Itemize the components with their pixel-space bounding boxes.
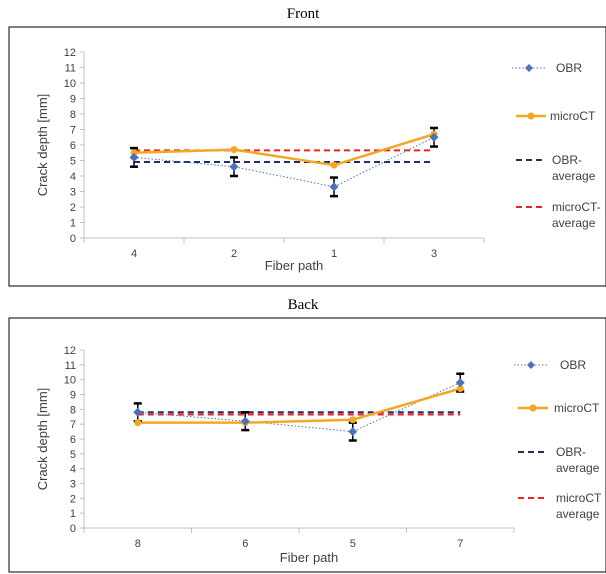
y-tick-label: 12 <box>64 345 76 357</box>
legend-label-microct-average-line2: average <box>552 216 596 230</box>
chart-frame <box>8 317 606 573</box>
series-line-microct <box>133 132 435 167</box>
obr-point <box>455 378 465 388</box>
y-axis-label: Crack depth [mm] <box>35 94 50 197</box>
y-tick-label: 10 <box>64 78 76 90</box>
y-tick-label: 0 <box>70 523 76 535</box>
x-tick-label: 1 <box>331 248 337 260</box>
y-tick-label: 8 <box>70 404 76 416</box>
microct-point <box>456 385 464 393</box>
series-line-microct <box>137 387 461 424</box>
y-tick-label: 4 <box>70 464 76 476</box>
legend-marker-microct <box>529 404 537 412</box>
y-tick-label: 3 <box>70 479 76 491</box>
y-tick-label: 1 <box>70 508 76 520</box>
y-tick-label: 9 <box>70 390 76 402</box>
legend-label-obr-average: OBR- <box>556 445 586 459</box>
legend-label-microct: microCT <box>554 401 600 415</box>
y-tick-label: 5 <box>70 156 76 168</box>
microct-point <box>130 149 138 157</box>
y-tick-label: 6 <box>70 140 76 152</box>
legend: OBR microCT OBR-average microCT-average <box>512 61 601 230</box>
obr-point <box>129 152 139 162</box>
y-tick-label: 7 <box>70 419 76 431</box>
obr-point <box>240 416 250 426</box>
y-tick-label: 9 <box>70 94 76 106</box>
x-tick-label: 4 <box>131 248 137 260</box>
legend-label-microct-average: microCT <box>556 491 602 505</box>
y-tick-label: 1 <box>70 218 76 230</box>
x-tick-label: 2 <box>231 248 237 260</box>
legend-label-obr-average-line2: average <box>556 461 600 475</box>
y-tick-label: 10 <box>64 375 76 387</box>
legend-label-microct-average: microCT- <box>552 200 601 214</box>
legend-label-microct-average-line2: average <box>556 507 600 521</box>
y-tick-label: 11 <box>65 360 76 372</box>
x-tick-label: 5 <box>350 538 356 550</box>
x-tick-label: 3 <box>431 248 437 260</box>
microct-point <box>134 419 142 427</box>
legend-label-microct: microCT <box>550 109 596 123</box>
obr-point <box>229 162 239 172</box>
y-tick-label: 6 <box>70 434 76 446</box>
chart-title: Back <box>288 297 319 313</box>
x-axis-label: Fiber path <box>280 550 339 565</box>
series-line-obr <box>133 136 435 188</box>
y-tick-label: 0 <box>70 233 76 245</box>
chart-frame <box>8 26 606 287</box>
legend-marker-microct <box>527 112 535 120</box>
y-tick-label: 8 <box>70 109 76 121</box>
microct-point <box>349 416 357 424</box>
chart-title: Front <box>287 6 320 22</box>
y-tick-label: 2 <box>70 493 76 505</box>
microct-point <box>330 161 338 169</box>
y-tick-label: 5 <box>70 449 76 461</box>
obr-point <box>429 132 439 142</box>
obr-point <box>133 407 143 417</box>
x-axis-label: Fiber path <box>265 258 324 273</box>
y-tick-label: 11 <box>65 63 76 75</box>
legend-label-obr-average: OBR- <box>552 153 582 167</box>
legend-label-obr: OBR <box>560 358 586 372</box>
y-axis-label: Crack depth [mm] <box>35 388 50 491</box>
legend-marker-obr <box>525 64 533 72</box>
x-tick-label: 7 <box>457 538 463 550</box>
y-tick-label: 7 <box>70 125 76 137</box>
legend-marker-obr <box>527 361 535 369</box>
legend-label-obr: OBR <box>556 61 582 75</box>
series-line-obr <box>137 382 461 433</box>
legend-label-obr-average-line2: average <box>552 169 596 183</box>
microct-point <box>230 146 238 154</box>
obr-point <box>329 182 339 192</box>
legend: OBR microCT OBR-average microCT average <box>514 358 602 521</box>
y-tick-label: 12 <box>64 47 76 59</box>
y-tick-label: 4 <box>70 171 76 183</box>
x-tick-label: 6 <box>242 538 248 550</box>
x-tick-label: 8 <box>135 538 141 550</box>
y-tick-label: 3 <box>70 187 76 199</box>
obr-point <box>348 427 358 437</box>
y-tick-label: 2 <box>70 202 76 214</box>
